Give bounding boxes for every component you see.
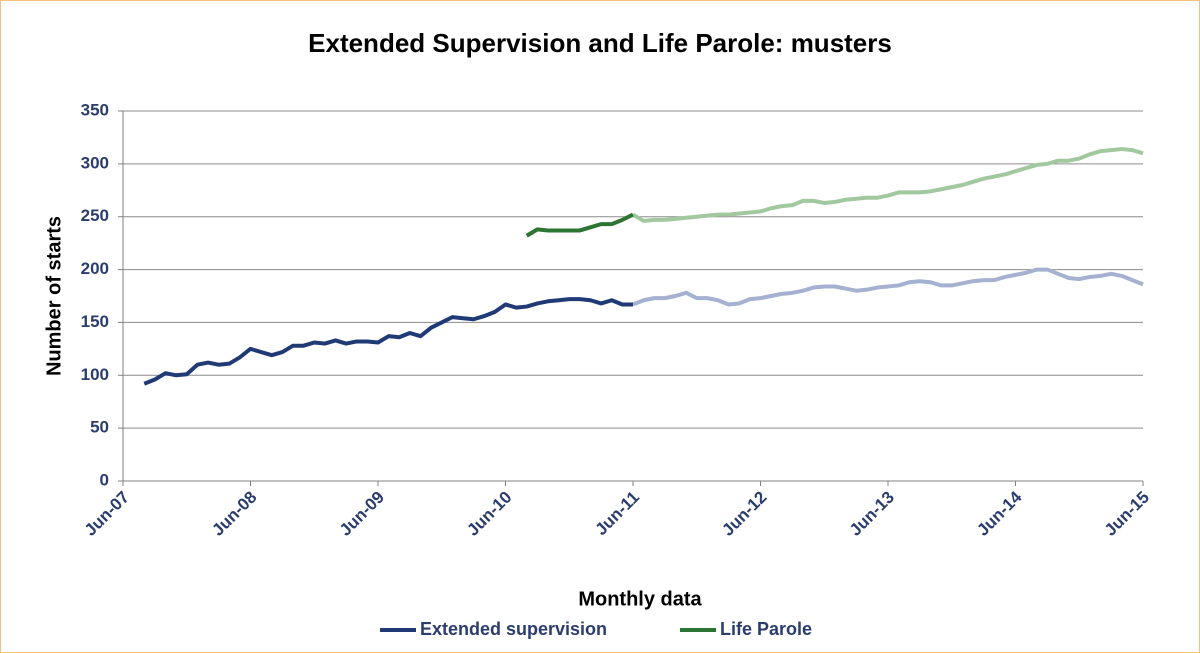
y-tick-label: 100 (81, 365, 109, 384)
series-line (631, 147, 1144, 223)
chart-title: Extended Supervision and Life Parole: mu… (308, 28, 892, 58)
legend-label: Extended supervision (420, 619, 607, 639)
series-line (525, 212, 634, 238)
series-line (632, 267, 1144, 307)
y-tick-label: 250 (81, 206, 109, 225)
x-axis-label: Monthly data (578, 588, 702, 610)
y-tick-label: 0 (100, 470, 109, 489)
y-tick-label: 200 (81, 259, 109, 278)
y-axis-label: Number of starts (43, 216, 65, 376)
legend-label: Life Parole (720, 619, 812, 639)
series-line (143, 297, 633, 386)
y-tick-label: 300 (81, 153, 109, 172)
y-tick-label: 150 (81, 312, 109, 331)
y-tick-label: 350 (81, 100, 109, 119)
y-tick-label: 50 (90, 418, 109, 437)
